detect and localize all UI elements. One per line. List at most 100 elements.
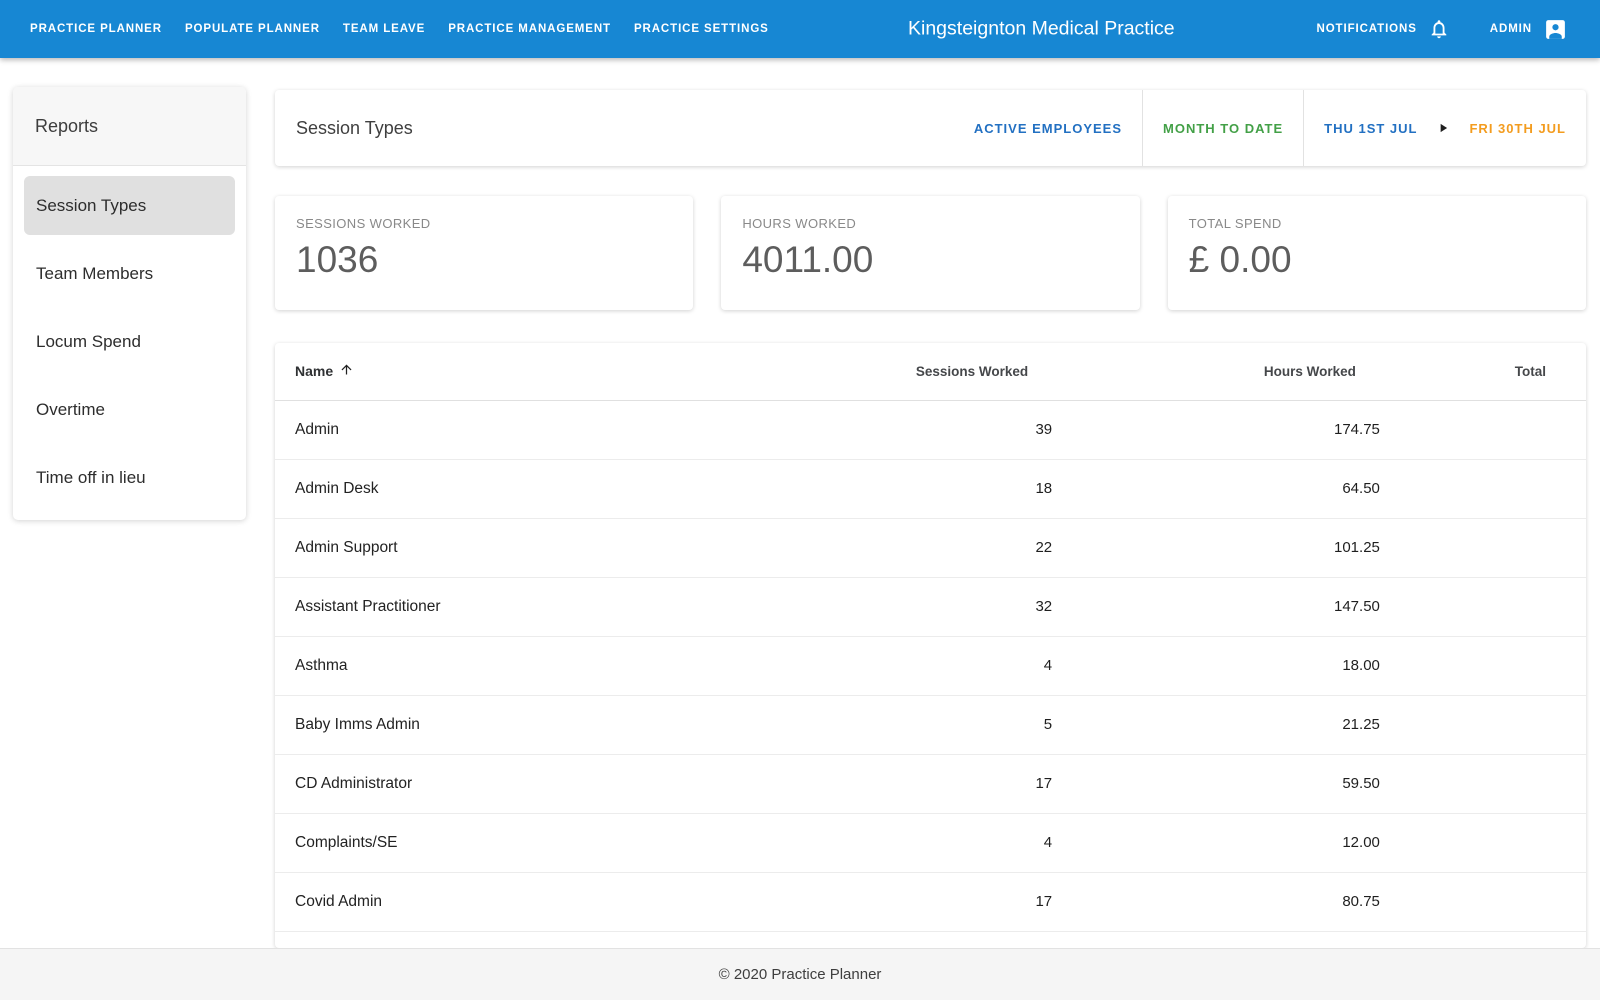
cell-name: Covid Admin: [275, 872, 872, 931]
bell-icon: [1428, 18, 1450, 40]
stat-label: SESSIONS WORKED: [296, 216, 672, 231]
cell-sessions: 32: [872, 577, 1069, 636]
cell-name: Admin Support: [275, 518, 872, 577]
column-header-name[interactable]: Name: [275, 343, 872, 400]
table-row: Asthma 4 18.00: [275, 636, 1586, 695]
stat-label: HOURS WORKED: [742, 216, 1118, 231]
range-preset-section: MONTH TO DATE: [1142, 90, 1303, 166]
navbar-right-group: NOTIFICATIONS ADMIN: [1311, 16, 1575, 43]
reports-sidebar: Reports Session Types Team Members Locum…: [13, 87, 246, 520]
nav-populate-planner[interactable]: POPULATE PLANNER: [185, 17, 320, 41]
cell-sessions: 17: [872, 872, 1069, 931]
cell-name: Asthma: [275, 636, 872, 695]
sidebar-item-team-members[interactable]: Team Members: [24, 244, 235, 303]
cell-total: [1396, 459, 1586, 518]
cell-hours: 80.75: [1068, 872, 1396, 931]
sidebar-item-time-off-in-lieu[interactable]: Time off in lieu: [24, 448, 235, 507]
summary-cards-row: SESSIONS WORKED 1036 HOURS WORKED 4011.0…: [275, 196, 1586, 310]
session-types-table: Name Sessions Worked Hours Worked Total …: [275, 343, 1586, 932]
stat-value: 4011.00: [742, 239, 1118, 281]
report-toolbar: Session Types ACTIVE EMPLOYEES MONTH TO …: [275, 90, 1586, 166]
cell-hours: 21.25: [1068, 695, 1396, 754]
stat-label: TOTAL SPEND: [1189, 216, 1565, 231]
table-row: Admin Desk 18 64.50: [275, 459, 1586, 518]
sidebar-item-overtime[interactable]: Overtime: [24, 380, 235, 439]
table-row: Complaints/SE 4 12.00: [275, 813, 1586, 872]
nav-team-leave[interactable]: TEAM LEAVE: [343, 17, 425, 41]
cell-hours: 64.50: [1068, 459, 1396, 518]
stat-card-sessions-worked: SESSIONS WORKED 1036: [275, 196, 693, 310]
practice-name-title: Kingsteignton Medical Practice: [908, 18, 1175, 41]
cell-name: Complaints/SE: [275, 813, 872, 872]
main-content: Session Types ACTIVE EMPLOYEES MONTH TO …: [275, 58, 1586, 948]
table-row: CD Administrator 17 59.50: [275, 754, 1586, 813]
cell-hours: 147.50: [1068, 577, 1396, 636]
column-header-name-label: Name: [295, 363, 333, 379]
cell-hours: 18.00: [1068, 636, 1396, 695]
table-header-row: Name Sessions Worked Hours Worked Total: [275, 343, 1586, 400]
cell-sessions: 22: [872, 518, 1069, 577]
end-date-button[interactable]: FRI 30TH JUL: [1469, 121, 1566, 136]
stat-value: 1036: [296, 239, 672, 281]
cell-sessions: 4: [872, 636, 1069, 695]
cell-name: Admin: [275, 400, 872, 459]
employees-filter-section: ACTIVE EMPLOYEES: [954, 90, 1142, 166]
table-row: Admin Support 22 101.25: [275, 518, 1586, 577]
column-header-hours-worked[interactable]: Hours Worked: [1068, 343, 1396, 400]
nav-practice-management[interactable]: PRACTICE MANAGEMENT: [448, 17, 611, 41]
cell-sessions: 39: [872, 400, 1069, 459]
sidebar-item-session-types[interactable]: Session Types: [24, 176, 235, 235]
table-row: Admin 39 174.75: [275, 400, 1586, 459]
cell-sessions: 17: [872, 754, 1069, 813]
date-range-section: THU 1ST JUL FRI 30TH JUL: [1303, 90, 1586, 166]
primary-nav: PRACTICE PLANNER POPULATE PLANNER TEAM L…: [30, 17, 769, 41]
cell-name: Baby Imms Admin: [275, 695, 872, 754]
column-header-total[interactable]: Total: [1396, 343, 1586, 400]
admin-menu-button[interactable]: ADMIN: [1484, 16, 1574, 43]
nav-practice-planner[interactable]: PRACTICE PLANNER: [30, 17, 162, 41]
cell-hours: 59.50: [1068, 754, 1396, 813]
notifications-label: NOTIFICATIONS: [1317, 23, 1417, 35]
employees-filter-button[interactable]: ACTIVE EMPLOYEES: [974, 121, 1122, 136]
range-preset-button[interactable]: MONTH TO DATE: [1163, 121, 1283, 136]
cell-total: [1396, 695, 1586, 754]
arrow-right-icon: [1436, 121, 1450, 135]
cell-total: [1396, 400, 1586, 459]
cell-name: CD Administrator: [275, 754, 872, 813]
cell-hours: 12.00: [1068, 813, 1396, 872]
sidebar-nav: Session Types Team Members Locum Spend O…: [13, 166, 246, 520]
stat-card-total-spend: TOTAL SPEND £ 0.00: [1168, 196, 1586, 310]
cell-hours: 101.25: [1068, 518, 1396, 577]
cell-total: [1396, 813, 1586, 872]
cell-total: [1396, 518, 1586, 577]
page-footer: © 2020 Practice Planner: [0, 948, 1600, 1000]
stat-value: £ 0.00: [1189, 239, 1565, 281]
admin-label: ADMIN: [1490, 23, 1532, 35]
cell-hours: 174.75: [1068, 400, 1396, 459]
account-box-icon: [1543, 17, 1568, 42]
cell-total: [1396, 754, 1586, 813]
cell-total: [1396, 872, 1586, 931]
cell-sessions: 5: [872, 695, 1069, 754]
stat-card-hours-worked: HOURS WORKED 4011.00: [721, 196, 1139, 310]
page-title: Session Types: [275, 90, 954, 166]
column-header-sessions-worked[interactable]: Sessions Worked: [872, 343, 1069, 400]
session-types-table-card: Name Sessions Worked Hours Worked Total …: [275, 343, 1586, 948]
table-row: Assistant Practitioner 32 147.50: [275, 577, 1586, 636]
nav-practice-settings[interactable]: PRACTICE SETTINGS: [634, 17, 769, 41]
sort-ascending-icon: [339, 362, 354, 380]
cell-sessions: 18: [872, 459, 1069, 518]
sidebar-item-locum-spend[interactable]: Locum Spend: [24, 312, 235, 371]
cell-total: [1396, 577, 1586, 636]
cell-name: Admin Desk: [275, 459, 872, 518]
cell-sessions: 4: [872, 813, 1069, 872]
notifications-button[interactable]: NOTIFICATIONS: [1311, 17, 1456, 41]
table-row: Baby Imms Admin 5 21.25: [275, 695, 1586, 754]
cell-total: [1396, 636, 1586, 695]
sidebar-title: Reports: [13, 87, 246, 166]
cell-name: Assistant Practitioner: [275, 577, 872, 636]
start-date-button[interactable]: THU 1ST JUL: [1324, 121, 1417, 136]
top-navbar: PRACTICE PLANNER POPULATE PLANNER TEAM L…: [0, 0, 1600, 58]
table-row: Covid Admin 17 80.75: [275, 872, 1586, 931]
copyright-text: © 2020 Practice Planner: [719, 966, 882, 983]
